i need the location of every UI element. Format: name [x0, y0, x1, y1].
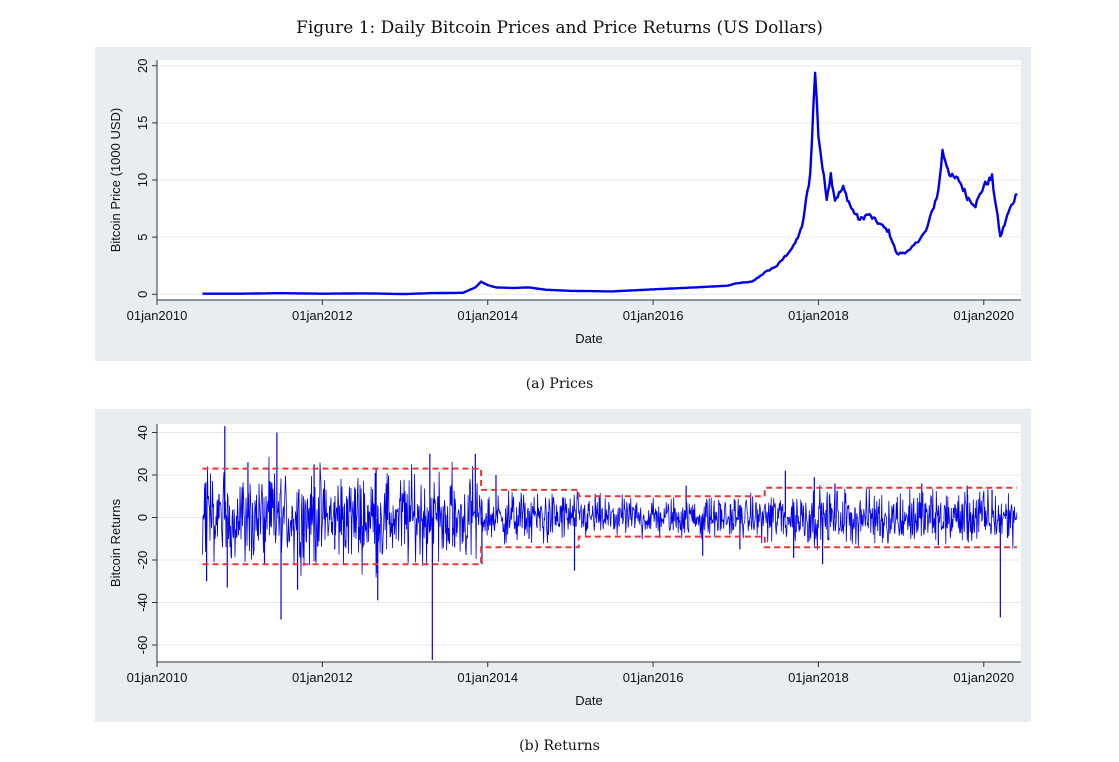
y-tick-label: 5	[135, 234, 150, 241]
x-tick-label: 01jan2010	[127, 670, 188, 685]
y-tick-label: 20	[135, 58, 150, 72]
x-tick-label: 01jan2012	[292, 308, 353, 323]
x-tick-label: 01jan2018	[788, 670, 849, 685]
y-tick-label: 20	[135, 468, 150, 482]
x-tick-label: 01jan2014	[457, 670, 518, 685]
x-tick-label: 01jan2014	[457, 308, 518, 323]
x-tick-label: 01jan2016	[623, 670, 684, 685]
x-tick-label: 01jan2016	[623, 308, 684, 323]
y-tick-label: -40	[135, 593, 150, 612]
y-tick-label: 0	[135, 514, 150, 521]
lower-band-line	[202, 535, 1017, 566]
y-tick-label: 40	[135, 425, 150, 439]
y-tick-label: -20	[135, 551, 150, 570]
x-tick-label: 01jan2020	[953, 670, 1014, 685]
x-axis-label: Date	[575, 693, 602, 708]
plot-area-returns	[157, 424, 1021, 662]
x-tick-label: 01jan2018	[788, 308, 849, 323]
caption-returns: (b) Returns	[519, 738, 600, 754]
y-tick-label: 10	[135, 173, 150, 187]
y-axis-label: Bitcoin Price (1000 USD)	[108, 108, 123, 253]
x-tick-label: 01jan2012	[292, 670, 353, 685]
x-axis-label: Date	[575, 331, 602, 346]
figure-title: Figure 1: Daily Bitcoin Prices and Price…	[296, 18, 823, 38]
caption-prices: (a) Prices	[525, 376, 594, 392]
x-tick-label: 01jan2010	[127, 308, 188, 323]
upper-band-line	[202, 467, 1017, 498]
y-tick-label: 15	[135, 116, 150, 130]
y-axis-label: Bitcoin Returns	[108, 498, 123, 587]
returns-line	[202, 456, 1018, 578]
x-tick-label: 01jan2020	[953, 308, 1014, 323]
y-tick-label: -60	[135, 636, 150, 655]
y-tick-label: 0	[135, 291, 150, 298]
price-line	[202, 71, 1018, 296]
